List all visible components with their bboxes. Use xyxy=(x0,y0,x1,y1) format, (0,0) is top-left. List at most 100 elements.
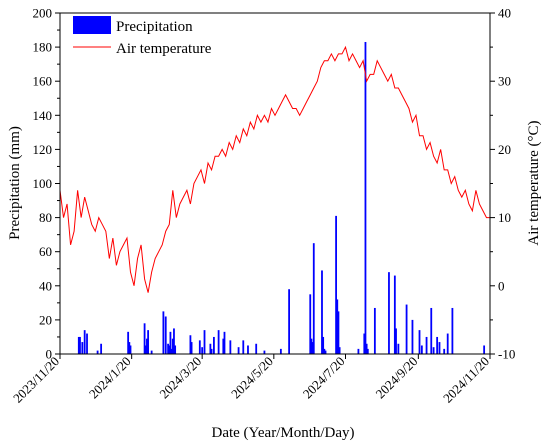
precipitation-bar xyxy=(223,331,226,354)
right-tick-label: 10 xyxy=(498,210,511,225)
left-tick-label: 100 xyxy=(33,176,53,191)
precipitation-bar xyxy=(388,272,390,354)
precipitation-bar xyxy=(338,347,341,354)
left-tick-label: 80 xyxy=(39,210,52,225)
left-tick-label: 160 xyxy=(33,74,53,89)
precipitation-bar xyxy=(446,333,449,354)
precipitation-bar xyxy=(201,347,204,354)
precipitation-bar xyxy=(222,338,225,354)
precipitation-bar xyxy=(129,345,132,354)
precipitation-bar xyxy=(364,41,367,355)
precipitation-bar xyxy=(190,342,193,354)
precipitation-bar xyxy=(310,338,313,354)
plot-frame xyxy=(59,12,491,355)
x-axis-title: Date (Year/Month/Day) xyxy=(211,425,354,441)
precipitation-bar xyxy=(86,333,88,354)
precipitation-bar xyxy=(451,307,454,354)
x-tick-label: 2024/1/20 xyxy=(86,354,134,402)
precipitation-bar xyxy=(83,330,86,354)
right-axis-title: Air temperature (°C) xyxy=(526,120,542,245)
precipitation-bar xyxy=(209,343,212,354)
right-tick-label: 0 xyxy=(498,278,505,293)
right-tick-label: 20 xyxy=(498,142,511,157)
precipitation-bars xyxy=(77,41,486,355)
precipitation-bar xyxy=(337,311,340,355)
precipitation-bar xyxy=(373,307,376,354)
precipitation-bar xyxy=(162,311,165,355)
precipitation-bar xyxy=(395,328,397,354)
precipitation-bar xyxy=(312,243,315,354)
left-tick-label: 140 xyxy=(33,108,53,123)
precipitation-bar xyxy=(411,319,414,354)
legend-label-air-temperature: Air temperature xyxy=(116,41,212,57)
left-axis-title: Precipitation (mm) xyxy=(7,126,23,240)
precipitation-bar xyxy=(213,336,215,354)
precipitation-bar xyxy=(432,347,435,354)
precipitation-bar xyxy=(144,345,147,354)
precipitation-bar xyxy=(170,348,173,354)
precipitation-bar xyxy=(81,342,84,354)
precipitation-bar xyxy=(189,335,192,354)
precipitation-bar xyxy=(418,330,421,354)
left-tick-label: 200 xyxy=(33,6,53,21)
precipitation-bar xyxy=(443,348,446,354)
precipitation-bar xyxy=(210,348,213,354)
precipitation-bar xyxy=(322,336,325,354)
precipitation-bar xyxy=(323,348,326,354)
left-tick-label: 0 xyxy=(46,347,53,362)
legend-swatch-precipitation xyxy=(73,16,111,34)
precipitation-bar xyxy=(279,348,282,354)
precipitation-bar xyxy=(143,323,146,354)
precipitation-bar xyxy=(203,330,206,354)
precipitation-bar xyxy=(147,330,150,354)
precipitation-bar xyxy=(288,289,290,354)
x-tick-label: 2024/5/20 xyxy=(228,354,276,402)
x-tick-label: 2024/3/20 xyxy=(156,354,204,402)
precipitation-bar xyxy=(150,350,153,354)
precipitation-bar xyxy=(365,343,368,354)
x-tick-label: 2024/9/20 xyxy=(373,354,421,402)
precipitation-bar xyxy=(127,331,130,354)
precipitation-bar xyxy=(96,350,99,354)
temperature-line-group xyxy=(59,45,490,293)
precipitation-bar xyxy=(335,215,337,354)
right-tick-label: -10 xyxy=(498,347,515,362)
precipitation-bar xyxy=(321,270,323,354)
precipitation-bar xyxy=(128,342,131,354)
left-tick-label: 40 xyxy=(39,278,52,293)
precipitation-bar xyxy=(425,336,428,354)
right-tick-label: 40 xyxy=(498,6,511,21)
precipitation-bar xyxy=(483,345,486,354)
air-temperature-line xyxy=(59,45,490,293)
precipitation-bar xyxy=(229,340,232,354)
left-tick-label: 180 xyxy=(33,40,53,55)
precipitation-bar xyxy=(255,343,258,354)
precipitation-bar xyxy=(336,299,339,354)
right-tick-label: 30 xyxy=(498,74,511,89)
x-tick-label: 2023/11/20 xyxy=(10,354,62,406)
precipitation-bar xyxy=(168,345,171,354)
precipitation-bar xyxy=(363,333,366,354)
precipitation-bar xyxy=(171,338,174,354)
precipitation-bar xyxy=(324,350,327,354)
legend-label-precipitation: Precipitation xyxy=(116,19,193,35)
precipitation-bar xyxy=(420,345,423,354)
precipitation-bar xyxy=(174,345,177,354)
precipitation-bar xyxy=(169,331,172,354)
precipitation-bar xyxy=(393,275,396,354)
precipitation-bar xyxy=(397,343,400,354)
precipitation-bar xyxy=(198,340,201,354)
precipitation-bar xyxy=(77,336,80,354)
precipitation-bar xyxy=(167,343,169,354)
precipitation-bar xyxy=(438,342,441,354)
precipitation-bar xyxy=(173,328,175,354)
left-tick-label: 20 xyxy=(39,312,52,327)
precipitation-bar xyxy=(242,340,245,354)
precipitation-bar xyxy=(436,336,439,354)
precipitation-bar xyxy=(263,350,266,354)
precipitation-bar xyxy=(311,342,314,354)
precipitation-bar xyxy=(247,345,249,354)
precipitation-bar xyxy=(309,294,312,354)
left-tick-label: 120 xyxy=(33,142,53,157)
